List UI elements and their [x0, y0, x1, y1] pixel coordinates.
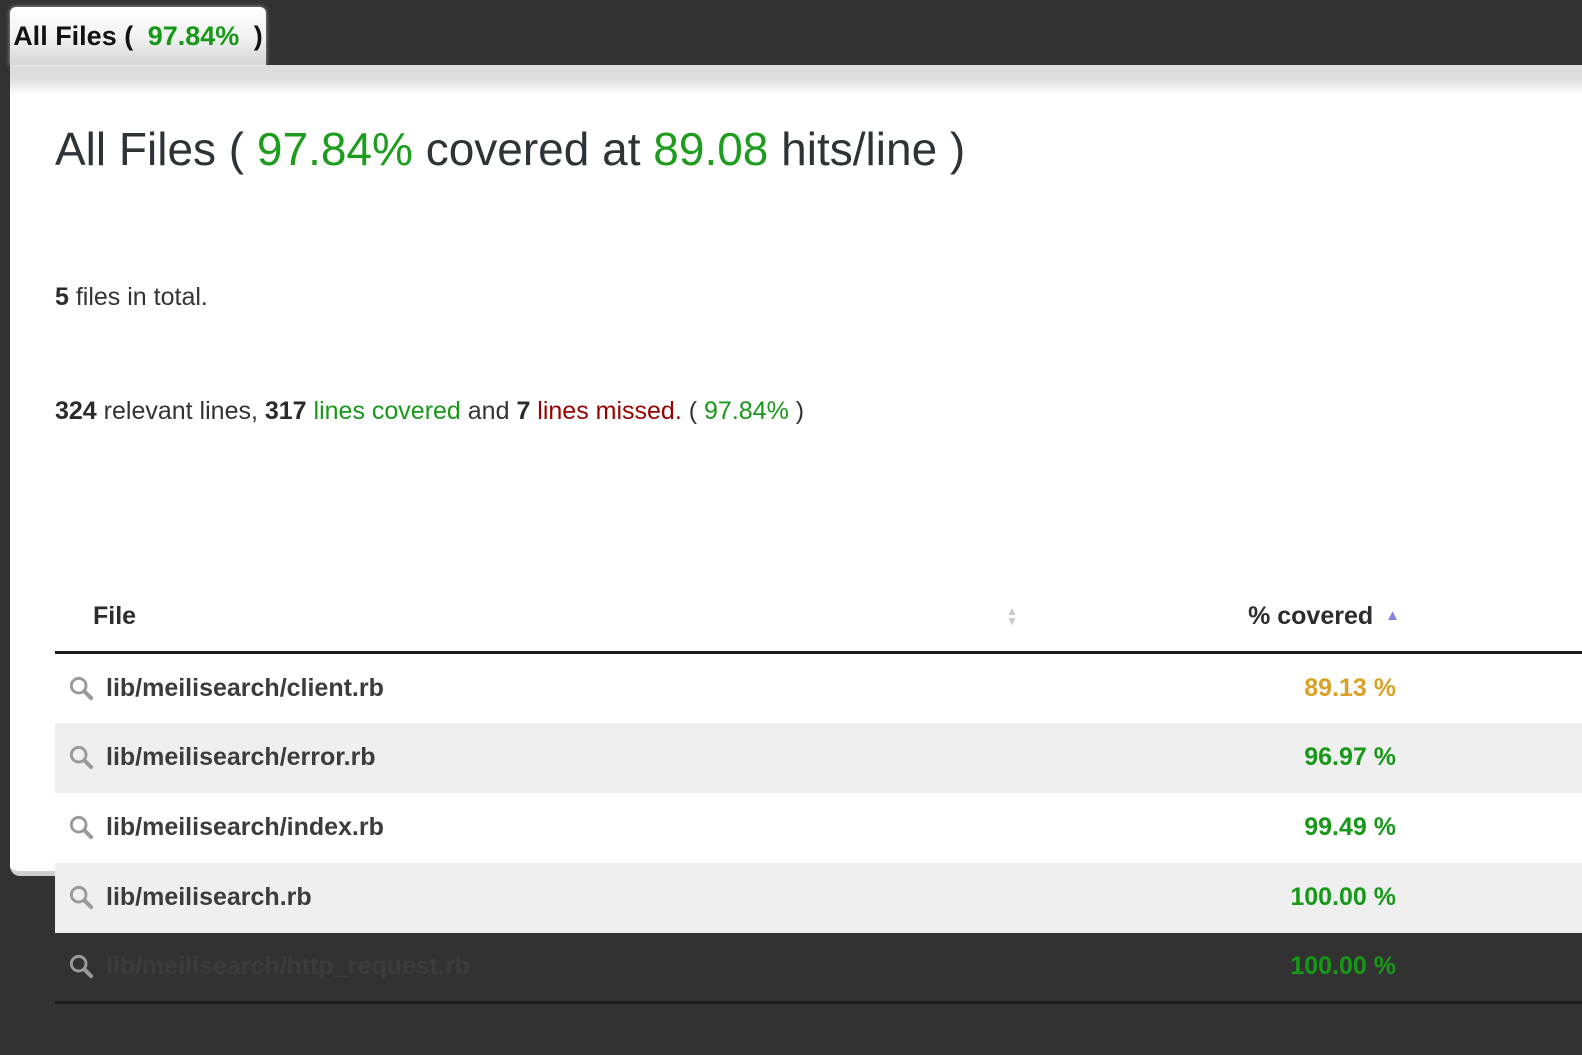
top-tab-bar: All Files ( 97.84% )	[0, 0, 1582, 65]
table-row[interactable]: lib/meilisearch/http_request.rb 100.00 %	[55, 932, 1582, 1004]
sort-ascending-icon: ▲	[1385, 606, 1400, 624]
magnifier-icon	[69, 815, 94, 840]
summary-files-line: 5 files in total.	[55, 283, 208, 311]
percent-covered-column-label: % covered	[1248, 601, 1374, 630]
file-link[interactable]: lib/meilisearch/http_request.rb	[106, 952, 470, 981]
tab-label: All Files (	[13, 20, 141, 51]
file-link[interactable]: lib/meilisearch/client.rb	[106, 673, 384, 702]
magnifier-icon	[69, 745, 94, 770]
missed-lines-count: 7	[516, 397, 531, 425]
relevant-lines-count: 324	[55, 397, 97, 425]
missed-lines: 7 lines missed.	[516, 397, 682, 425]
magnifier-icon	[69, 885, 94, 910]
sort-unsorted-icon[interactable]: ▲ ▼	[1006, 604, 1018, 628]
file-column-label: File	[93, 601, 137, 630]
tab-label-close: )	[246, 20, 263, 51]
page-title: All Files ( 97.84% covered at 89.08 hits…	[55, 65, 1582, 176]
coverage-report-card: All Files ( 97.84% covered at 89.08 hits…	[10, 65, 1582, 1054]
title-text: All Files (	[55, 123, 257, 175]
covered-percent-value: 96.97 %	[1304, 743, 1396, 771]
coverage-summary: 5 files in total. 324 relevant lines, 31…	[55, 202, 1582, 506]
column-header-percent-covered[interactable]: % covered ▲	[1032, 581, 1582, 654]
table-row[interactable]: lib/meilisearch/error.rb 96.97 %	[55, 722, 1582, 793]
file-link[interactable]: lib/meilisearch.rb	[106, 883, 312, 911]
covered-percent-value: 89.13 %	[1304, 673, 1396, 702]
magnifier-icon	[69, 676, 94, 700]
table-row[interactable]: lib/meilisearch.rb 100.00 %	[55, 862, 1582, 933]
column-header-file[interactable]: File ▲ ▼	[55, 581, 1032, 654]
table-info: Showing 1 to 5 of 5 entries	[67, 1024, 375, 1054]
table-header-row: File ▲ ▼ % covered ▲	[55, 581, 1582, 654]
sort-down-icon: ▼	[1006, 614, 1018, 628]
title-text-end: hits/line )	[768, 123, 966, 175]
title-covered-percent: 97.84%	[256, 123, 413, 175]
tab-all-files[interactable]: All Files ( 97.84% )	[10, 7, 266, 65]
magnifier-icon	[69, 955, 94, 979]
covered-lines: 317 lines covered	[264, 397, 461, 425]
covered-lines-count: 317	[264, 397, 307, 425]
files-count: 5	[55, 283, 69, 311]
summary-lines-line: 324 relevant lines, 317 lines covered an…	[55, 397, 805, 425]
table-row[interactable]: lib/meilisearch/index.rb 99.49 %	[55, 793, 1582, 863]
file-link[interactable]: lib/meilisearch/index.rb	[106, 813, 384, 841]
table-row[interactable]: lib/meilisearch/client.rb 89.13 %	[55, 653, 1582, 723]
title-text-middle: covered at	[412, 123, 654, 175]
total-percent: 97.84%	[704, 397, 789, 425]
tab-coverage-percent: 97.84%	[147, 20, 240, 51]
covered-percent-value: 99.49 %	[1304, 813, 1396, 841]
sort-up-icon: ▲	[1006, 604, 1018, 618]
title-hits-per-line: 89.08	[653, 123, 769, 175]
file-coverage-table: File ▲ ▼ % covered ▲ lib/meilisearch/clien…	[55, 581, 1582, 1004]
covered-percent-value: 100.00 %	[1290, 883, 1396, 911]
file-link[interactable]: lib/meilisearch/error.rb	[106, 743, 376, 771]
covered-percent-value: 100.00 %	[1032, 932, 1582, 1004]
